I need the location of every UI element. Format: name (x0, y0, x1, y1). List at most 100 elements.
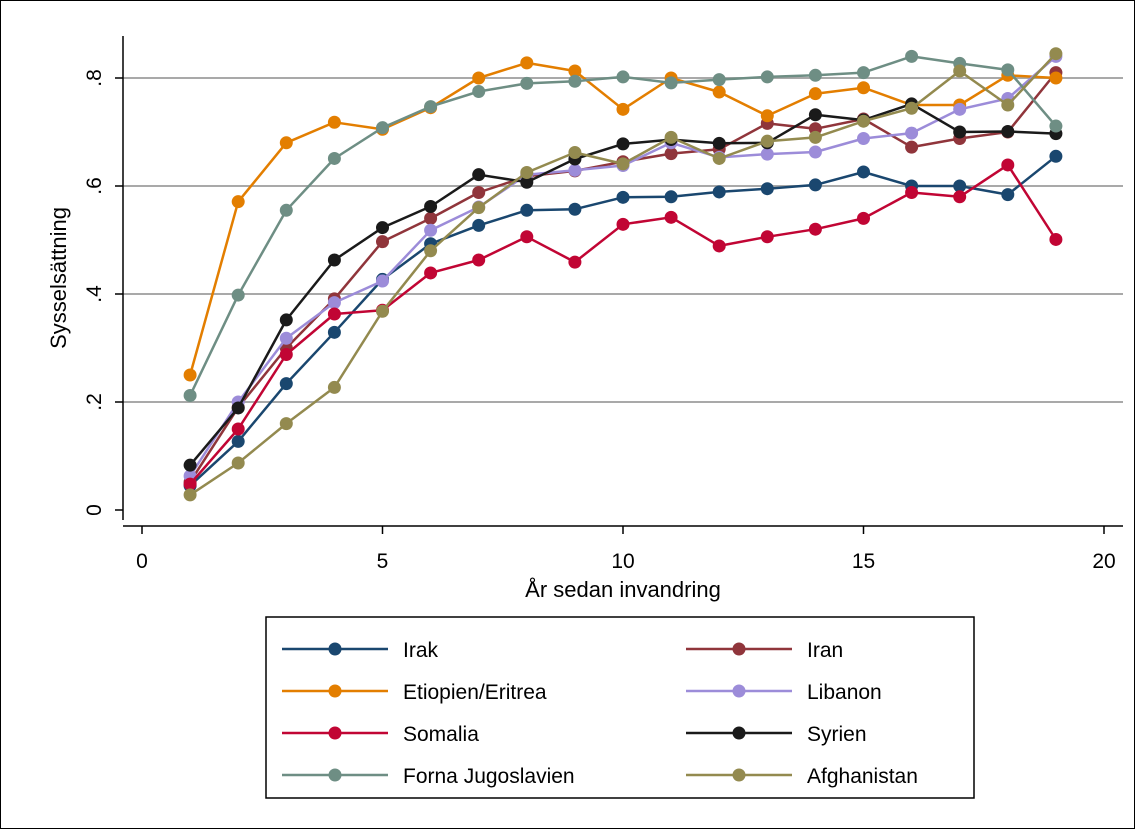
legend-swatch-marker (328, 684, 342, 698)
data-point (183, 389, 197, 403)
data-point (616, 157, 630, 171)
data-point (279, 347, 293, 361)
data-point (472, 168, 486, 182)
data-point (520, 56, 534, 70)
data-point (376, 304, 389, 318)
x-tick-label: 20 (1092, 550, 1115, 573)
data-point (712, 85, 726, 99)
data-point (424, 211, 438, 225)
data-point (808, 68, 822, 82)
legend-item: Libanon (686, 681, 882, 704)
data-point (1001, 98, 1015, 112)
data-point (472, 71, 486, 85)
data-point (905, 126, 919, 140)
data-point (327, 380, 341, 394)
data-point (808, 130, 822, 144)
data-point (953, 179, 967, 193)
y-axis-title: Sysselsättning (46, 207, 71, 349)
data-point (760, 134, 774, 148)
data-point (760, 70, 774, 84)
legend-label: Afghanistan (807, 765, 918, 788)
x-tick-label: 0 (136, 550, 148, 573)
y-tick-label: .4 (83, 285, 106, 303)
data-point (857, 165, 870, 179)
data-point (327, 296, 341, 310)
data-point (905, 49, 919, 63)
data-point (712, 151, 726, 165)
legend-label: Forna Jugoslavien (403, 765, 575, 788)
data-point (231, 434, 245, 448)
x-tick-label: 5 (377, 550, 389, 573)
data-point (808, 87, 822, 101)
data-point (183, 477, 197, 491)
y-tick-label: 0 (83, 504, 106, 516)
data-point (1001, 124, 1015, 138)
x-tick-label: 15 (852, 550, 875, 573)
data-point (231, 456, 245, 470)
legend-item: Afghanistan (686, 765, 918, 788)
legend-item: Syrien (686, 723, 867, 746)
legend-swatch-marker (732, 726, 746, 740)
data-point (953, 125, 967, 139)
data-point (905, 140, 919, 154)
data-point (857, 81, 870, 95)
legend-swatch-marker (328, 768, 342, 782)
data-point (664, 210, 678, 224)
gridlines (123, 77, 1123, 403)
data-point (424, 244, 438, 258)
legend-item: Forna Jugoslavien (282, 765, 575, 788)
data-point (183, 488, 197, 502)
data-point (279, 377, 293, 391)
series-lines (183, 47, 1063, 502)
data-point (712, 136, 726, 150)
data-point (279, 313, 293, 327)
axes: 0 .2 .4 .6 .8 0 5 10 15 20 (83, 36, 1123, 573)
data-point (857, 211, 870, 225)
data-point (568, 74, 582, 88)
data-point (616, 217, 630, 231)
series-irak (183, 149, 1063, 493)
data-point (568, 146, 582, 160)
data-point (424, 223, 438, 237)
legend: Irak Iran Etiopien/Eritrea Libanon Somalia Sy… (265, 616, 975, 799)
data-point (327, 151, 341, 165)
legend-swatch-marker (732, 768, 746, 782)
legend-swatch-marker (732, 642, 746, 656)
legend-item: Iran (686, 639, 843, 662)
data-point (568, 163, 582, 177)
data-point (183, 368, 197, 382)
data-point (279, 203, 293, 217)
data-point (616, 70, 630, 84)
data-point (953, 102, 967, 116)
legend-item: Somalia (282, 723, 479, 746)
data-point (327, 307, 341, 321)
data-point (279, 331, 293, 345)
legend-label: Somalia (403, 723, 479, 746)
data-point (231, 401, 245, 415)
series-syrien (183, 97, 1063, 472)
legend-label: Syrien (807, 723, 867, 746)
data-point (616, 137, 630, 151)
data-point (1001, 63, 1015, 77)
data-point (760, 109, 774, 123)
data-point (664, 76, 678, 90)
data-point (808, 108, 822, 122)
data-point (520, 203, 534, 217)
data-point (568, 255, 582, 269)
data-point (1001, 188, 1015, 202)
data-point (424, 266, 438, 280)
data-point (953, 64, 967, 78)
data-point (183, 458, 197, 472)
data-point (664, 130, 678, 144)
series-afghanistan (183, 47, 1063, 502)
data-point (231, 288, 245, 302)
data-point (1049, 149, 1063, 163)
data-point (279, 417, 293, 431)
legend-item: Etiopien/Eritrea (282, 681, 547, 704)
data-point (712, 239, 726, 253)
data-point (760, 147, 774, 161)
x-tick-label: 10 (611, 550, 634, 573)
data-point (231, 195, 245, 209)
data-point (1049, 232, 1063, 246)
data-point (905, 185, 919, 199)
